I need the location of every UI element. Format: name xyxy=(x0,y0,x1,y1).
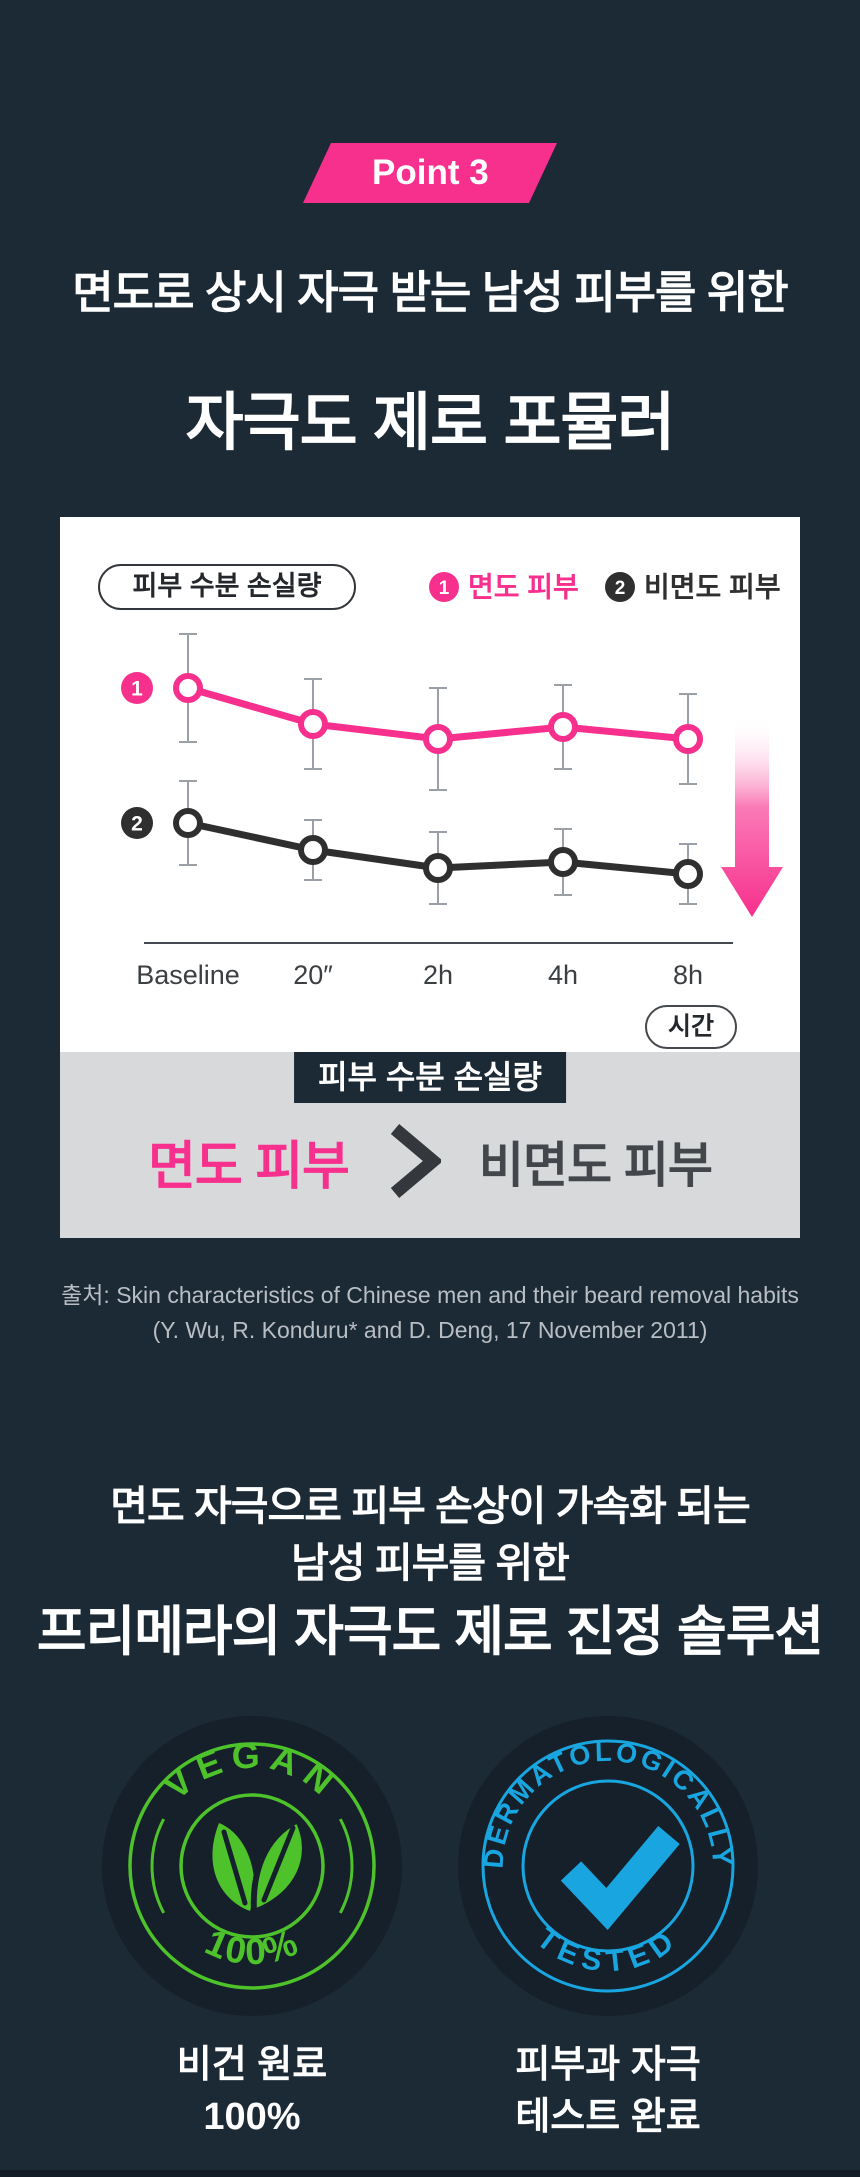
legend-marker-1 xyxy=(429,572,459,602)
data-point xyxy=(173,808,203,838)
summary-panel: 피부 수분 손실량 면도 피부 비면도 피부 xyxy=(60,1052,800,1238)
vegan-100-badge-icon: VEGAN 100% xyxy=(102,1716,402,2016)
data-point xyxy=(423,853,453,883)
comparison-right-label: 비면도 피부 xyxy=(478,1138,713,1193)
data-point xyxy=(173,673,203,703)
data-point xyxy=(423,724,453,754)
chart-title-pill xyxy=(98,564,356,610)
headline-main: 자극도 제로 포뮬러 xyxy=(185,388,676,458)
certification-badges: VEGAN 100% 비건 원료 100% xyxy=(0,1716,860,2143)
greater-than-icon xyxy=(390,1124,441,1198)
x-tick-label: 4h xyxy=(548,960,578,990)
source-citation: 출처: Skin characteristics of Chinese men … xyxy=(0,1278,860,1348)
legend-label-2: 비면도 피부 xyxy=(644,571,781,602)
svg-text:1: 1 xyxy=(439,578,450,599)
solution-headline: 면도 자극으로 피부 손상이 가속화 되는 남성 피부를 위한 프리메라의 자극… xyxy=(0,1478,860,1670)
xlabel-text: 시간 xyxy=(668,1013,714,1041)
vegan-badge-label: 비건 원료 100% xyxy=(176,2044,328,2138)
solution-line1: 면도 자극으로 피부 손상이 가속화 되는 xyxy=(110,1483,750,1529)
svg-text:2: 2 xyxy=(131,813,143,836)
comparison-row: 면도 피부 비면도 피부 xyxy=(60,1122,800,1200)
data-point xyxy=(548,712,578,742)
next-section-edge xyxy=(0,2170,860,2177)
chart-title: 피부 수분 손실량 xyxy=(133,571,322,601)
data-point xyxy=(673,859,703,889)
vegan-badge-column: VEGAN 100% 비건 원료 100% xyxy=(102,1716,402,2143)
solution-line3: 프리메라의 자극도 제로 진정 솔루션 xyxy=(36,1602,824,1662)
data-point xyxy=(298,709,328,739)
data-point xyxy=(548,847,578,877)
summary-badge: 피부 수분 손실량 xyxy=(294,1052,566,1103)
dermatologically-tested-badge-icon: DERMATOLOGICALLY TESTED xyxy=(458,1716,758,2016)
data-point xyxy=(298,835,328,865)
xlabel-pill xyxy=(645,1005,737,1049)
moisture-loss-chart: 피부 수분 손실량 1 면도 피부 2 비면도 피부 1 2 Baseline 20″ 2h 4h 8… xyxy=(98,564,783,1049)
source-citation-line2: (Y. Wu, R. Konduru* and D. Deng, 17 Nove… xyxy=(152,1317,708,1343)
svg-text:1: 1 xyxy=(131,678,143,701)
x-tick-label: 20″ xyxy=(293,960,333,990)
series-number-badge-1 xyxy=(121,672,153,704)
svg-text:2: 2 xyxy=(615,578,626,599)
solution-line2: 남성 피부를 위한 xyxy=(291,1540,570,1586)
derma-badge-column: DERMATOLOGICALLY TESTED 피부과 자극 테스트 완료 xyxy=(458,1716,758,2143)
data-point xyxy=(673,724,703,754)
point-badge: Point 3 xyxy=(303,143,557,203)
series-number-badge-2 xyxy=(121,807,153,839)
point-badge-label: Point 3 xyxy=(371,153,489,192)
x-tick-label: 2h xyxy=(423,960,453,990)
leaves-icon xyxy=(212,1815,308,1917)
decrease-arrow-icon xyxy=(721,717,783,917)
x-tick-label: 8h xyxy=(673,960,703,990)
legend-marker-2 xyxy=(605,572,635,602)
source-citation-line1: 출처: Skin characteristics of Chinese men … xyxy=(61,1282,799,1308)
legend-label-1: 면도 피부 xyxy=(468,571,579,602)
chart-card: 피부 수분 손실량 1 면도 피부 2 비면도 피부 1 2 Baseline 20″ 2h 4h 8… xyxy=(60,517,800,1052)
checkmark-icon xyxy=(560,1826,680,1931)
headline-sub: 면도로 상시 자극 받는 남성 피부를 위한 xyxy=(72,267,788,318)
comparison-left-label: 면도 피부 xyxy=(148,1137,350,1196)
derma-badge-label: 피부과 자극 테스트 완료 xyxy=(515,2044,701,2138)
x-tick-label: Baseline xyxy=(136,960,240,990)
